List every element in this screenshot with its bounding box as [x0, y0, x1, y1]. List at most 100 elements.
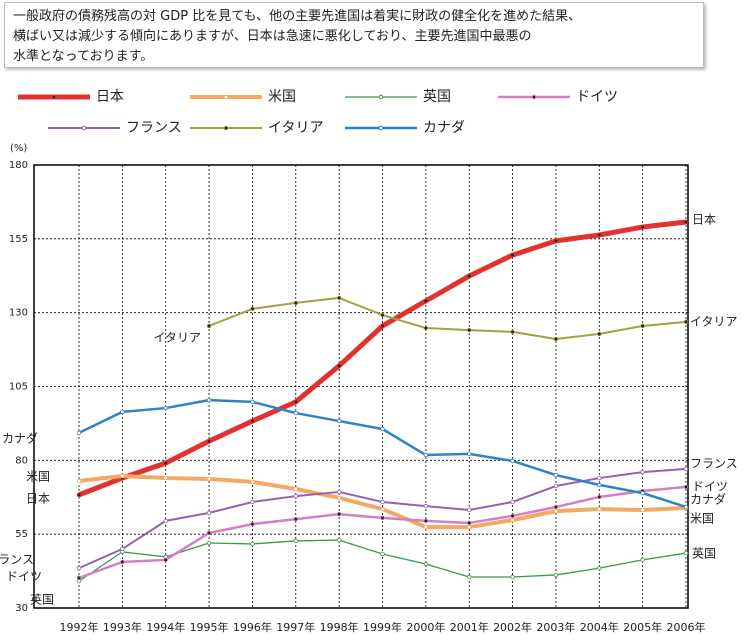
- point: [423, 561, 429, 567]
- x-tick-label: 2005年: [623, 620, 662, 634]
- legend-marker: [51, 94, 57, 100]
- point: [250, 479, 255, 485]
- point: [510, 499, 515, 505]
- point: [120, 473, 125, 479]
- point: [597, 232, 602, 238]
- note-line: 一般政府の債務残高の対 GDP 比を見ても、他の主要先進国は着実に財政の健全化を…: [13, 9, 582, 24]
- y-tick-label: 180: [9, 160, 28, 171]
- point: [250, 399, 255, 405]
- point: [380, 499, 385, 505]
- series-line: [208, 296, 687, 340]
- point: [206, 323, 212, 329]
- point: [553, 472, 559, 478]
- legend-label: イタリア: [268, 120, 323, 136]
- point: [336, 363, 342, 369]
- point: [76, 565, 82, 571]
- point: [597, 506, 602, 512]
- point: [683, 219, 689, 225]
- point: [380, 506, 385, 512]
- legend-label: フランス: [126, 120, 182, 136]
- point: [336, 489, 342, 495]
- point: [640, 507, 645, 513]
- point: [553, 483, 559, 489]
- point: [683, 319, 689, 325]
- line-label: フランス: [0, 553, 34, 567]
- y-tick-label: 30: [15, 603, 28, 614]
- point: [206, 397, 212, 403]
- point: [553, 504, 559, 510]
- x-tick-label: 2003年: [536, 620, 575, 634]
- line-label: 日本: [692, 213, 716, 227]
- point: [683, 550, 689, 556]
- x-tick-label: 2004年: [580, 620, 619, 634]
- point: [640, 557, 645, 563]
- point: [293, 410, 298, 416]
- point: [683, 504, 689, 510]
- note-box: 一般政府の債務残高の対 GDP 比を見ても、他の主要先進国は着実に財政の健全化を…: [4, 2, 704, 68]
- line-label: フランス: [690, 457, 738, 471]
- point: [597, 475, 602, 481]
- line-label: ドイツ: [692, 480, 728, 494]
- legend-label: 日本: [96, 89, 124, 105]
- point: [467, 574, 472, 580]
- x-tick-label: 2000年: [406, 620, 445, 634]
- legend-marker: [223, 125, 229, 131]
- x-tick-label: 1999年: [363, 620, 402, 634]
- x-tick-label: 1997年: [276, 620, 315, 634]
- point: [553, 572, 559, 578]
- point: [206, 476, 212, 482]
- point: [597, 565, 602, 571]
- point: [553, 508, 559, 514]
- point: [423, 452, 429, 458]
- point: [683, 484, 689, 490]
- legend-marker: [378, 94, 384, 100]
- legend-label: ドイツ: [576, 89, 618, 105]
- y-tick-label: 155: [9, 234, 28, 245]
- point: [293, 493, 298, 499]
- legend-label: カナダ: [423, 120, 465, 136]
- point: [640, 469, 645, 475]
- point: [163, 518, 168, 524]
- point: [76, 478, 82, 484]
- point: [683, 466, 689, 472]
- point: [467, 273, 472, 279]
- point: [293, 399, 298, 405]
- point: [336, 537, 342, 543]
- line-label: カナダ: [2, 431, 38, 446]
- legend-label: 英国: [423, 88, 451, 105]
- x-tick-label: 2006年: [667, 620, 706, 634]
- point: [336, 295, 342, 301]
- point: [250, 541, 255, 547]
- point: [336, 418, 342, 424]
- point: [120, 559, 125, 565]
- point: [76, 492, 82, 498]
- point: [380, 515, 385, 521]
- point: [163, 405, 168, 411]
- point: [206, 438, 212, 444]
- point: [206, 540, 212, 546]
- point: [597, 494, 602, 500]
- point: [423, 298, 429, 304]
- point: [510, 517, 515, 523]
- x-tick-label: 1995年: [190, 620, 229, 634]
- line-label: カナダ: [690, 492, 726, 507]
- point: [380, 551, 385, 557]
- point: [120, 546, 125, 552]
- point: [640, 224, 645, 230]
- legend-marker: [81, 125, 87, 131]
- point: [423, 325, 429, 331]
- point: [336, 495, 342, 501]
- point: [467, 524, 472, 530]
- point: [206, 530, 212, 536]
- point: [510, 252, 515, 258]
- point: [467, 507, 472, 513]
- point: [293, 538, 298, 544]
- point: [250, 418, 255, 424]
- line-label: 日本: [26, 492, 50, 506]
- legend-label: 米国: [268, 89, 296, 105]
- legend-marker: [223, 94, 229, 100]
- line-label: 米国: [26, 470, 50, 484]
- point: [163, 460, 168, 466]
